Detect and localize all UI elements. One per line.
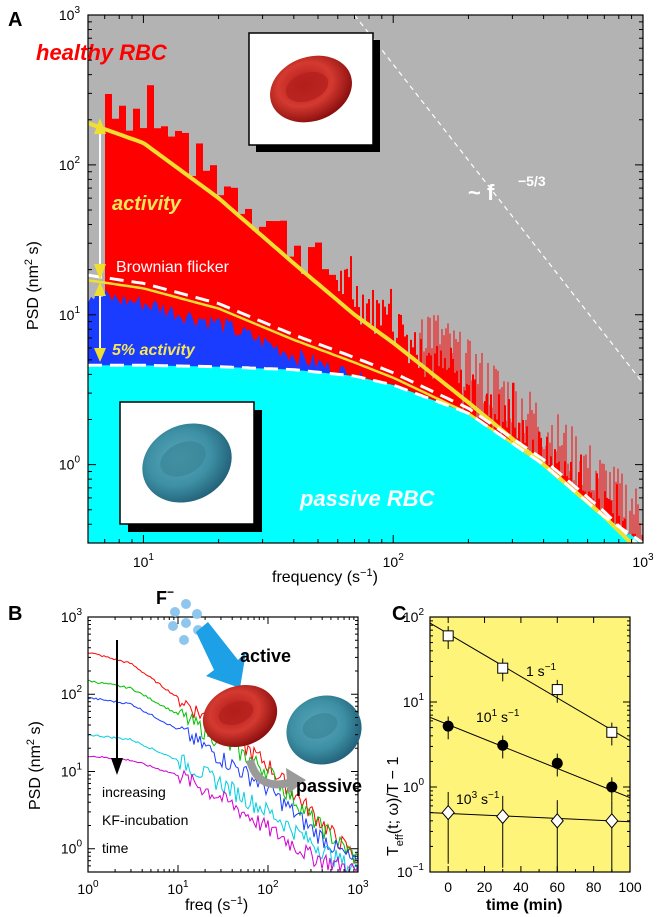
passive-label-b: passive bbox=[296, 776, 362, 796]
psd-curve-4 bbox=[88, 734, 358, 872]
healthy-rbc-label: healthy RBC bbox=[36, 40, 168, 65]
power-law-base: ~ f bbox=[468, 180, 495, 205]
passive-cell-picture bbox=[119, 401, 262, 532]
incubation-arrow bbox=[111, 640, 123, 775]
x-tick-label: 20 bbox=[477, 879, 493, 895]
healthy-cell-picture bbox=[248, 32, 380, 152]
x-tick-label: 60 bbox=[549, 879, 565, 895]
transition-arrow bbox=[246, 758, 294, 789]
five-percent-arrow bbox=[94, 282, 106, 362]
y-tick-label: 102 bbox=[59, 155, 81, 173]
x-tick-label: 100 bbox=[618, 879, 642, 895]
y-axis-title-b: PSD (nm2 s) bbox=[25, 721, 44, 810]
x-axis-title-b: freq (s−1) bbox=[185, 895, 248, 914]
panel-letter-b: B bbox=[8, 603, 22, 625]
y-tick-label: 101 bbox=[403, 692, 425, 710]
data-point-diamond bbox=[496, 808, 510, 825]
note-line-3: time bbox=[102, 840, 129, 856]
panel-a: A healthy RBC activity Brown bbox=[8, 5, 654, 586]
y-tick-label: 102 bbox=[403, 607, 425, 625]
data-point-circle bbox=[442, 720, 454, 732]
fit-line-3 bbox=[430, 812, 630, 823]
plot-frame-b bbox=[87, 616, 359, 873]
data-point-square bbox=[442, 630, 454, 642]
x-tick-label: 40 bbox=[513, 879, 529, 895]
data-point-diamond bbox=[441, 804, 455, 821]
ion-label: F− bbox=[156, 585, 174, 608]
series-label-1: 1 s−1 bbox=[526, 662, 557, 679]
panel-b: B increasing KF-incubation time F− activ… bbox=[8, 585, 369, 914]
tick-labels-c: 0 20 40 60 80 100 10−1 100 101 102 bbox=[397, 607, 642, 895]
data-point-square bbox=[551, 684, 563, 696]
data-point-diamond bbox=[605, 813, 619, 829]
y-tick-label: 103 bbox=[61, 607, 83, 625]
five-percent-activity-label: 5% activity bbox=[112, 342, 196, 359]
active-cell bbox=[202, 684, 278, 748]
x-tick-label: 101 bbox=[133, 552, 155, 570]
series-label-3: 103 s−1 bbox=[456, 790, 500, 807]
x-tick-label: 102 bbox=[383, 552, 405, 570]
x-tick-label: 102 bbox=[257, 879, 279, 897]
brownian-flicker-curve bbox=[88, 273, 639, 543]
power-law-label: ~ f −5/3 bbox=[468, 173, 546, 205]
passive-cell-b bbox=[286, 695, 362, 765]
power-law-exponent: −5/3 bbox=[518, 173, 546, 189]
incubation-arrow-blue bbox=[196, 622, 246, 688]
data-point-square bbox=[606, 726, 618, 738]
psd-curve-5 bbox=[88, 755, 358, 872]
y-tick-label: 101 bbox=[61, 761, 83, 779]
y-tick-label: 103 bbox=[59, 5, 81, 23]
tick-labels-a: 101 102 103 100 101 102 103 bbox=[59, 5, 654, 570]
axis-ticks-c bbox=[430, 617, 631, 873]
fit-line-1 bbox=[430, 622, 630, 742]
brownian-flicker-label: Brownian flicker bbox=[116, 259, 230, 276]
x-tick-label: 103 bbox=[632, 552, 654, 570]
plot-frame-c bbox=[429, 616, 631, 873]
x-tick-label: 0 bbox=[444, 879, 452, 895]
y-tick-label: 100 bbox=[61, 839, 83, 857]
y-axis-title-c: Teff(t; ω)/T − 1 bbox=[385, 757, 406, 856]
data-point-circle bbox=[606, 781, 618, 793]
data-point-circle bbox=[497, 739, 509, 751]
series-label-2: 101 s−1 bbox=[476, 708, 520, 725]
tick-labels-b: 100 101 102 103 100 101 102 103 bbox=[61, 607, 369, 897]
panel-letter-a: A bbox=[8, 9, 22, 31]
passive-rbc-label: passive RBC bbox=[299, 486, 436, 511]
y-tick-label: 100 bbox=[59, 455, 81, 473]
temperature-data bbox=[430, 622, 630, 872]
data-point-circle bbox=[551, 757, 563, 769]
active-label: active bbox=[240, 646, 291, 666]
y-tick-label: 102 bbox=[61, 684, 83, 702]
y-tick-label: 10−1 bbox=[397, 862, 424, 880]
activity-arrow bbox=[94, 118, 106, 280]
panel-letter-c: C bbox=[392, 603, 406, 625]
data-point-square bbox=[497, 662, 509, 674]
x-tick-label: 80 bbox=[586, 879, 602, 895]
plot-frame bbox=[87, 14, 644, 544]
x-tick-label: 100 bbox=[77, 879, 99, 897]
psd-curve-3 bbox=[88, 697, 358, 861]
x-axis-title-c: time (min) bbox=[486, 897, 562, 914]
note-line-2: KF-incubation bbox=[102, 812, 188, 828]
activity-label: activity bbox=[112, 193, 182, 215]
data-point-diamond bbox=[550, 813, 564, 829]
passive-baseline-curve bbox=[88, 363, 643, 543]
x-tick-label: 101 bbox=[167, 879, 189, 897]
note-line-1: increasing bbox=[102, 784, 166, 800]
fit-line-2 bbox=[430, 716, 630, 799]
y-tick-label: 101 bbox=[59, 305, 81, 323]
y-tick-label: 100 bbox=[403, 777, 425, 795]
y-axis-title-a: PSD (nm2 s) bbox=[23, 241, 42, 330]
x-tick-label: 103 bbox=[347, 879, 369, 897]
x-axis-title-a: frequency (s−1) bbox=[272, 567, 378, 586]
axis-ticks-b bbox=[87, 616, 359, 873]
power-law-guide bbox=[354, 15, 643, 384]
axis-ticks-a bbox=[87, 14, 644, 544]
healthy-bar bbox=[616, 484, 618, 543]
transition-arrow-head bbox=[286, 768, 306, 794]
panel-c: C 0 20 40 60 80 100 10−1 100 101 102 1 s−1 101 s−… bbox=[385, 603, 642, 914]
plot-background-c bbox=[430, 617, 630, 872]
